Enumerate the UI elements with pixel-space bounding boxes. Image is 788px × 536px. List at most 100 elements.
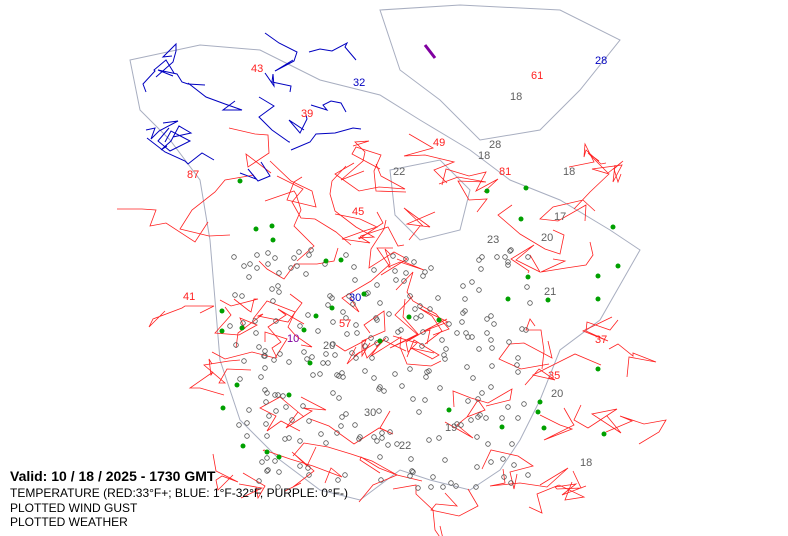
station-marker [288,265,294,271]
station-marker [262,353,268,359]
station-marker [374,282,380,288]
station-marker [415,485,421,491]
temperature-contour-warm [334,213,379,244]
station-marker [232,292,238,298]
station-marker [468,417,474,423]
station-marker [476,346,482,352]
temperature-contour-warm [441,168,499,193]
contour-label: 49 [433,137,445,149]
temperature-contour-warm [497,204,565,255]
station-marker [289,417,295,423]
station-marker [488,384,494,390]
station-marker [465,334,471,340]
temperature-contour-cold [145,120,179,140]
temperature-contour-warm [582,316,619,342]
station-marker [339,370,345,376]
station-marker [246,407,252,413]
station-marker [392,268,398,274]
station-marker [350,301,356,307]
station-marker [464,364,470,370]
station-marker [475,396,481,402]
station-marker [301,349,307,355]
station-marker [265,261,271,267]
station-marker [407,473,413,479]
station-marker [488,337,494,343]
temperature-contour-warm [608,343,657,378]
contour-label: 43 [251,63,263,75]
wind-gust-label: 17 [554,211,566,223]
contour-label: 57 [339,318,351,330]
temperature-contour-cold [290,127,362,151]
weather-symbol [595,366,601,372]
station-marker [308,247,314,253]
station-marker [373,315,379,321]
temperature-contour-warm [285,396,327,429]
station-marker [440,484,446,490]
temperature-contour-cold [146,137,215,165]
station-marker [390,253,396,259]
temperature-contour-warm [438,176,488,213]
weather-legend: PLOTTED WEATHER [10,515,128,529]
station-marker [330,319,336,325]
station-marker [412,306,418,312]
station-marker [352,422,358,428]
station-marker [303,271,309,277]
station-marker [270,298,276,304]
station-marker [403,270,409,276]
station-marker [344,331,350,337]
station-marker [500,456,506,462]
weather-symbol [270,237,276,243]
wind-gust-label: 18 [580,457,592,469]
temperature-contour-warm [573,164,623,210]
station-marker [241,358,247,364]
station-marker [247,261,253,267]
temperature-contour-cold [142,59,175,93]
station-marker [435,295,441,301]
station-marker [399,383,405,389]
contour-label: 41 [183,291,195,303]
weather-symbol [329,305,335,311]
temperature-contour-warm [341,248,391,313]
temperature-contour-warm [524,353,602,386]
station-marker [474,434,480,440]
station-marker [306,472,312,478]
station-marker [508,247,514,253]
temperature-contour-warm [334,162,406,192]
station-marker [236,422,242,428]
station-marker [231,254,237,260]
temperature-contour-cold [155,42,177,78]
station-marker [286,435,292,441]
station-marker [377,454,383,460]
temperature-contour-cold [258,96,290,143]
station-marker [336,373,342,379]
contour-label: 32 [353,77,365,89]
station-marker [443,346,449,352]
temperature-contour-warm [361,310,386,358]
station-marker [488,459,494,465]
temperature-contour-warm [489,467,569,488]
station-marker [353,355,359,361]
station-marker [349,350,355,356]
coastline [389,159,471,241]
weather-symbol [610,224,616,230]
station-marker [351,264,357,270]
temperature-contour-warm [498,340,553,370]
station-marker [527,300,533,306]
station-marker [426,368,432,374]
temperature-contour-warm [188,358,225,396]
station-marker [509,441,515,447]
wind-gust-label: 30 [364,407,376,419]
station-marker [297,438,303,444]
temperature-contour-warm [481,449,534,490]
station-marker [269,286,275,292]
station-marker [394,441,400,447]
weather-symbol [406,314,412,320]
station-marker [476,257,482,263]
temperature-contour-warm [264,190,315,262]
temperature-contour-warm [346,339,407,365]
station-marker [469,334,475,340]
station-marker [508,480,514,486]
station-marker [296,249,302,255]
station-marker [275,392,281,398]
